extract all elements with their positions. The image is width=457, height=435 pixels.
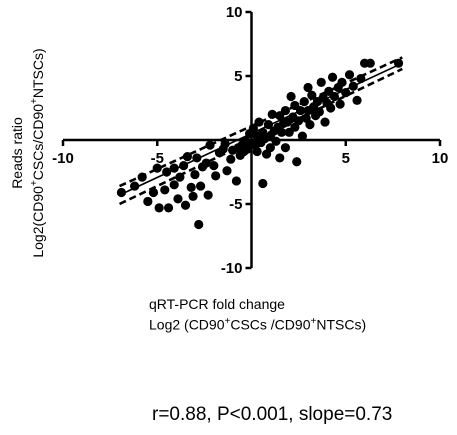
data-point [188,191,198,201]
data-point [148,187,159,198]
data-point [275,153,285,163]
data-point [271,136,281,146]
data-point [265,143,275,153]
data-point [286,91,296,102]
data-point [352,95,362,105]
data-point [203,190,213,200]
x-tick-label: -10 [52,150,74,167]
data-point [365,58,375,68]
data-point [254,117,264,127]
y-axis-label: Reads ratio Log2(CD90+CSCs/CD90+NTSCs) [8,8,48,298]
data-point [307,90,317,100]
data-point [180,200,191,210]
data-point [143,196,153,207]
y-tick-label: 10 [226,4,243,21]
x-tick-label: 5 [342,150,350,167]
data-point [201,158,211,168]
x-tick-label: 10 [432,150,449,167]
data-point [173,194,183,204]
data-point [211,171,221,181]
data-point [294,116,304,126]
y-tick-label: -10 [221,260,243,277]
y-tick-label: -5 [229,196,242,213]
data-point [393,58,404,68]
data-point [190,169,200,180]
x-axis-label: qRT-PCR fold change Log2 (CD90+CSCs /CD9… [149,296,366,334]
y-axis-label-line1: Reads ratio [9,117,26,189]
data-point [192,153,202,163]
data-point [348,81,358,91]
data-point [344,70,355,80]
data-point [179,161,189,171]
data-point [327,72,338,82]
data-point [231,176,242,186]
data-point [160,185,170,195]
data-point [154,203,164,213]
data-point [258,178,268,189]
data-point [320,117,330,127]
data-point [116,187,127,198]
data-point [152,163,162,173]
y-axis-label-line2: Log2(CD90+CSCs/CD90+NTSCs) [29,48,46,258]
data-point [163,203,174,213]
data-point [169,180,179,190]
x-tick-label: -5 [151,150,164,167]
data-point [209,161,219,171]
data-point [196,181,206,191]
data-point [162,167,172,177]
data-point [205,140,215,150]
data-point [252,146,262,157]
data-point [267,109,277,119]
data-point [186,182,196,192]
data-point [137,172,147,182]
data-point [292,157,302,167]
data-point [226,154,236,164]
data-point [356,73,366,84]
data-point [175,172,185,182]
data-point [305,120,315,130]
x-axis-label-line2: Log2 (CD90+CSCs /CD90+NTSCs) [149,316,367,333]
data-point [222,166,232,176]
data-point [130,181,140,191]
data-point [329,91,340,102]
data-point [295,105,306,116]
data-point [194,219,204,230]
data-point [280,105,291,116]
data-point [335,99,345,109]
data-point [314,107,324,117]
data-point [303,82,313,93]
data-point [263,120,274,130]
data-point [341,88,351,98]
data-point [337,77,347,87]
data-point [299,97,309,107]
data-point [280,143,291,153]
data-point [316,77,326,87]
y-tick-label: 5 [234,68,242,85]
stats-annotation: r=0.88, P<0.001, slope=0.73 [152,404,393,425]
data-point [182,152,193,162]
data-point [297,131,307,141]
data-point [169,163,179,173]
x-axis-label-line1: qRT-PCR fold change [149,296,285,312]
data-point [326,103,336,113]
data-point [220,139,230,149]
data-point [277,127,287,137]
